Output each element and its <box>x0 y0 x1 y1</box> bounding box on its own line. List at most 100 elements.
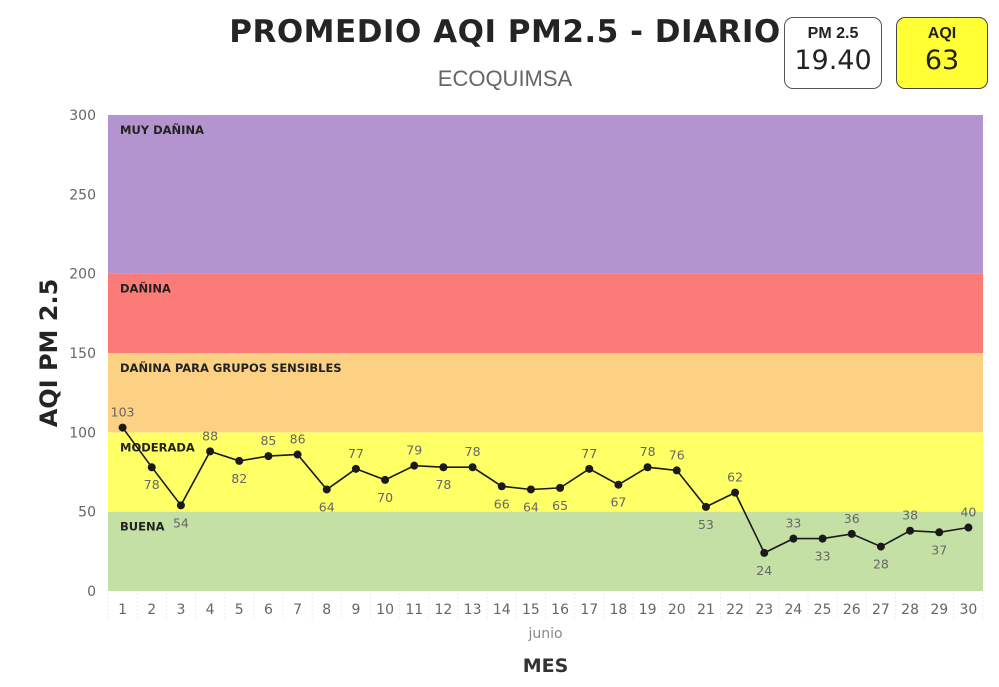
x-tick-label: 19 <box>639 602 657 618</box>
data-label: 78 <box>640 444 656 459</box>
aqi-card: AQI 63 <box>896 17 988 89</box>
data-label: 78 <box>435 477 451 492</box>
x-tick-label: 28 <box>901 602 919 618</box>
data-label: 77 <box>581 446 597 461</box>
y-tick-label: 100 <box>69 425 96 441</box>
data-label: 28 <box>873 557 889 572</box>
data-point <box>118 423 127 432</box>
data-point <box>701 502 710 511</box>
data-point <box>964 523 973 532</box>
x-tick-label: 16 <box>551 602 569 618</box>
band-label: DAÑINA PARA GRUPOS SENSIBLES <box>120 360 342 375</box>
band-buena <box>108 511 983 591</box>
x-tick-label: 23 <box>755 602 773 618</box>
y-tick-label: 50 <box>78 505 96 521</box>
data-point <box>293 450 302 459</box>
data-label: 79 <box>406 443 422 458</box>
band-label: BUENA <box>120 520 165 534</box>
data-label: 65 <box>552 498 568 513</box>
band-label: MODERADA <box>120 440 195 454</box>
x-tick-label: 20 <box>668 602 686 618</box>
band-label: DAÑINA <box>120 281 171 296</box>
data-label: 70 <box>377 490 393 505</box>
x-tick-label: 30 <box>960 602 978 618</box>
data-point <box>351 464 360 473</box>
data-label: 76 <box>669 447 685 462</box>
band-label: MUY DAÑINA <box>120 122 204 137</box>
x-tick-label: 17 <box>580 602 598 618</box>
data-point <box>789 534 798 543</box>
data-point <box>235 456 244 465</box>
x-tick-label: 4 <box>206 602 215 618</box>
data-point <box>497 482 506 491</box>
y-tick-label: 150 <box>69 346 96 362</box>
x-tick-label: 3 <box>176 602 185 618</box>
data-point <box>818 534 827 543</box>
data-point <box>206 447 215 456</box>
data-point <box>906 526 915 535</box>
chart-title: PROMEDIO AQI PM2.5 - DIARIO <box>229 14 781 50</box>
pm25-card-value: 19.40 <box>794 45 872 76</box>
data-label: 37 <box>931 542 947 557</box>
x-tick-label: 21 <box>697 602 715 618</box>
aqi-card-value: 63 <box>924 45 960 76</box>
data-label: 54 <box>173 515 189 530</box>
data-point <box>556 483 565 492</box>
x-tick-label: 7 <box>293 602 302 618</box>
chart-subtitle: ECOQUIMSA <box>437 66 573 91</box>
band-dañina <box>108 273 983 353</box>
band-muy-dañina <box>108 115 983 274</box>
data-label: 38 <box>902 508 918 523</box>
x-tick-label: 24 <box>785 602 803 618</box>
y-tick-label: 250 <box>69 187 96 203</box>
x-tick-label: 1 <box>118 602 127 618</box>
x-tick-label: 25 <box>814 602 832 618</box>
x-tick-label: 9 <box>351 602 360 618</box>
x-tick-label: 2 <box>147 602 156 618</box>
data-point <box>876 542 885 551</box>
data-label: 33 <box>785 516 801 531</box>
band-dañina-para-grupos-sensibles <box>108 353 983 433</box>
x-tick-label: 13 <box>464 602 482 618</box>
y-axis-title: AQI PM 2.5 <box>35 279 63 428</box>
data-point <box>643 463 652 472</box>
data-point <box>526 485 535 494</box>
x-tick-label: 8 <box>322 602 331 618</box>
data-point <box>585 464 594 473</box>
data-point <box>935 528 944 537</box>
y-tick-label: 0 <box>87 584 96 600</box>
data-label: 24 <box>756 563 772 578</box>
data-label: 78 <box>465 444 481 459</box>
data-point <box>847 529 856 538</box>
data-point <box>614 480 623 489</box>
data-point <box>176 501 185 510</box>
data-point <box>731 488 740 497</box>
data-point <box>264 452 273 461</box>
data-point <box>439 463 448 472</box>
x-tick-label: 5 <box>235 602 244 618</box>
data-label: 62 <box>727 470 743 485</box>
pm25-card-label: PM 2.5 <box>807 25 859 42</box>
y-tick-label: 200 <box>69 267 96 283</box>
data-label: 103 <box>111 405 135 420</box>
data-point <box>322 485 331 494</box>
band-moderada <box>108 432 983 512</box>
y-tick-label: 300 <box>69 108 96 124</box>
data-label: 33 <box>815 549 831 564</box>
data-label: 82 <box>231 471 247 486</box>
data-point <box>760 548 769 557</box>
x-tick-label: 10 <box>376 602 394 618</box>
data-label: 85 <box>260 433 276 448</box>
x-tick-label: 15 <box>522 602 540 618</box>
x-tick-label: 11 <box>405 602 423 618</box>
data-label: 78 <box>144 477 160 492</box>
data-label: 77 <box>348 446 364 461</box>
x-tick-label: 14 <box>493 602 511 618</box>
data-label: 66 <box>494 496 510 511</box>
x-group-label: junio <box>527 626 562 642</box>
x-tick-label: 29 <box>930 602 948 618</box>
x-tick-label: 12 <box>435 602 453 618</box>
x-tick-label: 18 <box>610 602 628 618</box>
aqi-card-label: AQI <box>927 25 957 42</box>
